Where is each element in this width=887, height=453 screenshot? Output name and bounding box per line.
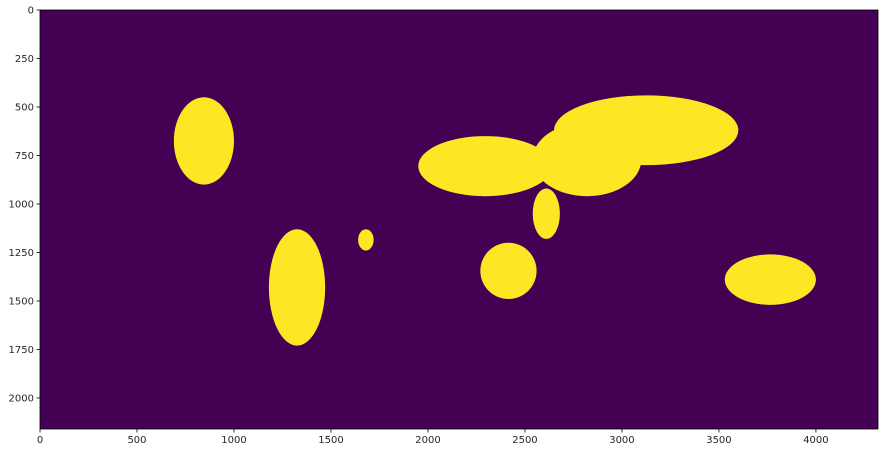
y-tick-label: 1750	[9, 345, 34, 356]
region-0	[173, 97, 234, 185]
x-tick-label: 2500	[512, 435, 537, 446]
region-8	[724, 254, 816, 305]
x-tick-label: 3500	[706, 435, 731, 446]
region-2	[358, 229, 374, 251]
x-tick-label: 4000	[803, 435, 828, 446]
y-tick-label: 1000	[9, 199, 34, 210]
y-tick-label: 0	[28, 6, 34, 17]
y-tick-label: 250	[15, 54, 34, 65]
x-tick-label: 500	[127, 435, 146, 446]
x-tick-label: 0	[37, 435, 43, 446]
region-5	[532, 188, 560, 239]
x-tick-label: 1500	[318, 435, 343, 446]
y-tick-label: 500	[15, 102, 34, 113]
y-tick-label: 1250	[9, 248, 34, 259]
x-tick-label: 2000	[415, 435, 440, 446]
region-7	[480, 242, 537, 300]
x-axis: 0 500 1000 1500 2000 2500 3000 3500 4000	[37, 429, 829, 446]
y-tick-label: 2000	[9, 393, 34, 404]
plot-frame	[39, 9, 879, 430]
plot-background	[40, 10, 878, 429]
region-3	[418, 136, 553, 197]
y-tick-label: 1500	[9, 296, 34, 307]
y-tick-label: 750	[15, 151, 34, 162]
x-tick-label: 1000	[221, 435, 246, 446]
x-tick-label: 3000	[609, 435, 634, 446]
region-6	[554, 95, 739, 166]
data-regions	[173, 95, 816, 346]
y-axis: 0 250 500 750 1000 1250 1500 1750 2000	[9, 6, 40, 404]
region-1	[268, 229, 326, 346]
